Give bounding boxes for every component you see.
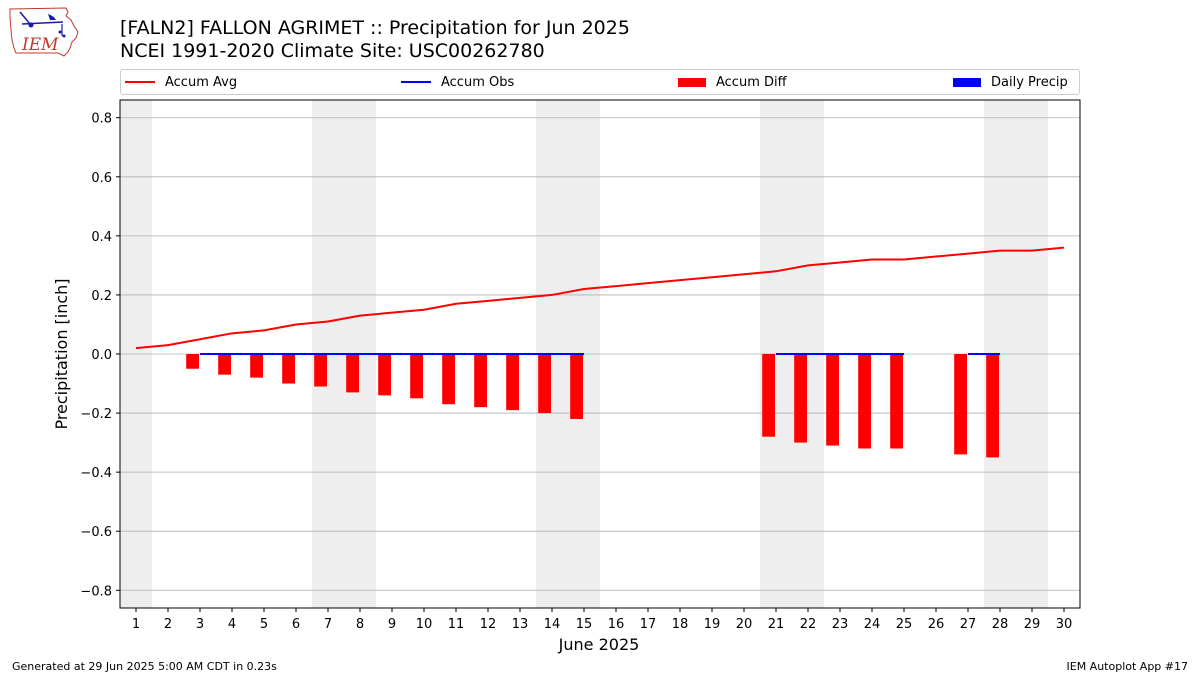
x-tick-label: 3 xyxy=(196,617,204,632)
x-tick-label: 20 xyxy=(736,617,753,632)
chart-legend: Accum Avg Accum Obs Accum Diff Daily Pre… xyxy=(120,69,1080,95)
x-tick-label: 18 xyxy=(672,617,689,632)
iem-logo: IEM xyxy=(9,7,79,57)
x-tick-label: 2 xyxy=(164,617,172,632)
legend-label-accum-obs: Accum Obs xyxy=(441,74,515,90)
x-axis-label: June 2025 xyxy=(558,635,640,654)
x-tick-label: 13 xyxy=(512,617,529,632)
y-tick-label: 0.0 xyxy=(91,348,112,363)
y-axis-label: Precipitation [inch] xyxy=(52,278,71,429)
accum-diff-bar xyxy=(250,354,263,378)
y-tick-label: −0.6 xyxy=(80,525,112,540)
title-line-1: [FALN2] FALLON AGRIMET :: Precipitation … xyxy=(120,17,630,39)
accum-diff-bar xyxy=(538,354,551,414)
accum-diff-bar xyxy=(570,354,583,419)
x-tick-label: 6 xyxy=(292,617,300,632)
x-tick-label: 14 xyxy=(544,617,561,632)
accum-diff-bar xyxy=(186,354,199,369)
x-tick-label: 28 xyxy=(992,617,1009,632)
x-tick-label: 29 xyxy=(1024,617,1041,632)
series-lines xyxy=(135,246,1065,355)
x-tick-label: 7 xyxy=(324,617,332,632)
accum-diff-bar xyxy=(282,354,295,384)
x-tick-label: 5 xyxy=(260,617,268,632)
y-tick-label: 0.4 xyxy=(91,230,112,245)
accum-diff-bar xyxy=(986,354,999,458)
footer-generated: Generated at 29 Jun 2025 5:00 AM CDT in … xyxy=(12,660,277,673)
accum-diff-bar xyxy=(314,354,327,387)
legend-item-accum-diff: Accum Diff xyxy=(678,70,787,94)
x-tick-label: 12 xyxy=(480,617,497,632)
accum-diff-bar xyxy=(378,354,391,396)
accum-diff-bar xyxy=(410,354,423,399)
accum-diff-bar xyxy=(218,354,231,375)
x-tick-label: 27 xyxy=(960,617,977,632)
x-tick-label: 25 xyxy=(896,617,913,632)
y-gridlines xyxy=(120,117,1080,591)
x-tick-label: 21 xyxy=(768,617,785,632)
x-tick-label: 26 xyxy=(928,617,945,632)
x-tick-label: 19 xyxy=(704,617,721,632)
legend-label-daily-precip: Daily Precip xyxy=(991,74,1068,90)
x-tick-label: 11 xyxy=(448,617,465,632)
accum-diff-bar xyxy=(826,354,839,446)
x-tick-label: 1 xyxy=(132,617,140,632)
x-tick-label: 4 xyxy=(228,617,236,632)
x-tick-label: 23 xyxy=(832,617,849,632)
accum-diff-bar xyxy=(474,354,487,408)
legend-label-accum-avg: Accum Avg xyxy=(165,74,238,90)
y-tick-label: 0.6 xyxy=(91,171,112,186)
legend-swatch-accum-obs xyxy=(401,81,431,83)
accum-diff-bar xyxy=(346,354,359,393)
y-tick-label: −0.8 xyxy=(80,584,112,599)
legend-swatch-accum-avg xyxy=(125,81,155,83)
x-tick-label: 17 xyxy=(640,617,657,632)
y-axis-ticks: −0.8 −0.6 −0.4 −0.2 0.0 0.2 0.4 0.6 0.8 xyxy=(80,112,120,599)
legend-item-accum-avg: Accum Avg xyxy=(125,70,237,94)
y-tick-label: −0.2 xyxy=(80,407,112,422)
title-line-2: NCEI 1991-2020 Climate Site: USC00262780 xyxy=(120,40,545,62)
y-tick-label: 0.8 xyxy=(91,112,112,127)
legend-swatch-accum-diff xyxy=(678,77,706,87)
accum-diff-bar xyxy=(442,354,455,405)
legend-item-daily-precip: Daily Precip xyxy=(953,70,1068,94)
accum-diff-bar xyxy=(794,354,807,443)
logo-text: IEM xyxy=(21,35,59,55)
chart-title: [FALN2] FALLON AGRIMET :: Precipitation … xyxy=(120,17,630,63)
x-tick-label: 15 xyxy=(576,617,593,632)
legend-swatch-daily-precip xyxy=(953,77,981,87)
legend-label-accum-diff: Accum Diff xyxy=(716,74,787,90)
x-tick-label: 10 xyxy=(416,617,433,632)
accum-diff-bar xyxy=(506,354,519,411)
accum-diff-bar xyxy=(858,354,871,449)
accum-avg-line xyxy=(135,246,1065,350)
accum-diff-bar xyxy=(954,354,967,455)
x-axis-ticks: 1 2 3 4 5 6 7 8 9 10 11 12 13 14 15 16 17 18 19 20 21 22 23 24 2… xyxy=(132,608,1072,632)
x-tick-label: 24 xyxy=(864,617,881,632)
x-tick-label: 8 xyxy=(356,617,364,632)
y-tick-label: 0.2 xyxy=(91,289,112,304)
legend-item-accum-obs: Accum Obs xyxy=(401,70,514,94)
x-tick-label: 30 xyxy=(1056,617,1073,632)
y-tick-label: −0.4 xyxy=(80,466,112,481)
x-tick-label: 22 xyxy=(800,617,817,632)
x-tick-label: 16 xyxy=(608,617,625,632)
x-tick-label: 9 xyxy=(388,617,396,632)
footer-app-id: IEM Autoplot App #17 xyxy=(1066,660,1189,673)
accum-diff-bar xyxy=(762,354,775,437)
accum-diff-bar xyxy=(890,354,903,449)
accum-diff-bars xyxy=(186,354,999,458)
